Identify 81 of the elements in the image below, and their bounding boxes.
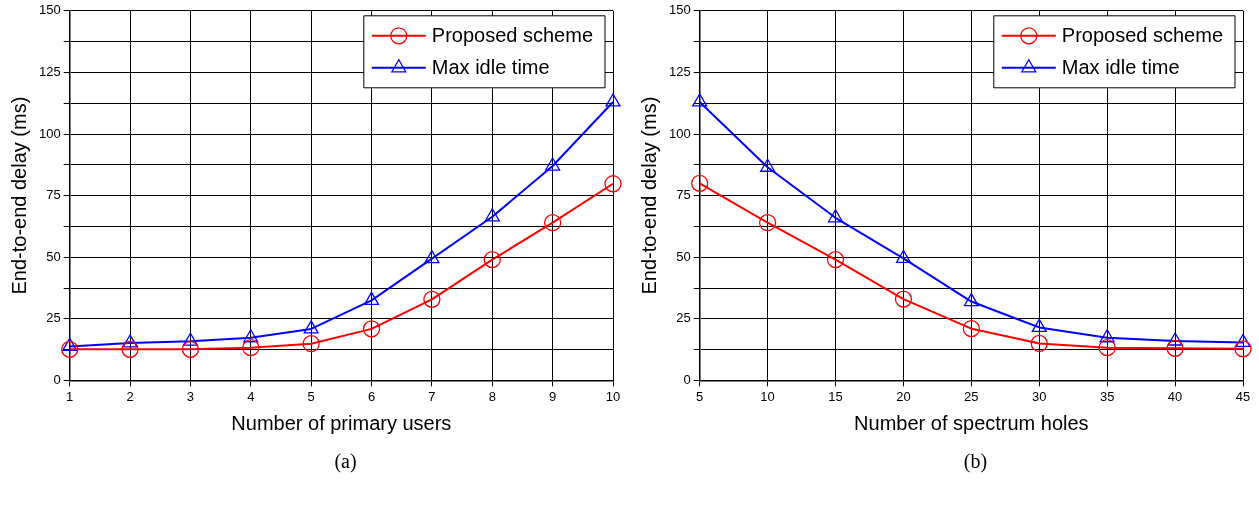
x-tick-label: 45 [1235,388,1251,404]
y-tick-label: 150 [668,2,691,18]
point [691,174,709,192]
legend-label: Max idle time [1061,56,1180,79]
point [181,340,200,358]
y-tick-label: 125 [38,63,61,79]
point [243,329,259,343]
point [605,93,621,107]
y-tick-label: 125 [668,63,691,79]
text: (b) [962,450,988,472]
point [362,320,381,338]
point [121,340,139,358]
y-tick-label: 50 [676,248,691,264]
point [760,158,776,172]
legend-label: Proposed scheme [431,24,593,47]
x-tick-label: 10 [605,388,621,404]
x-tick-label: 9 [549,388,557,404]
x-tick-label: 5 [696,388,704,404]
x-axis-title: Number of primary users [231,411,452,434]
legend-label: Proposed scheme [1061,24,1223,47]
point [1167,332,1183,346]
point [242,338,260,357]
point [423,290,441,308]
x-tick-label: 3 [186,388,195,404]
x-tick-label: 10 [760,388,775,404]
x-tick-label: 1 [66,388,74,404]
y-tick-label: 75 [46,187,61,203]
point [363,291,380,305]
point [1166,339,1184,358]
y-tick-label: 25 [46,310,61,326]
x-tick-label: 6 [367,388,376,404]
point [424,250,440,264]
x-tick-label: 30 [1032,388,1047,404]
point [302,335,320,353]
point [61,340,79,358]
x-tick-label: 4 [247,388,255,404]
x-axis-title: Number of spectrum holes [854,411,1089,434]
legend-label: Max idle time [431,56,550,79]
y-tick-label: 50 [46,248,61,264]
point [483,251,501,269]
y-axis-title: End-to-end delay (ms) [637,96,660,295]
x-tick-label: 20 [896,388,911,404]
point [1235,333,1251,348]
point [543,214,562,232]
y-tick-label: 75 [676,187,691,203]
y-tick-label: 25 [676,310,691,326]
point [545,157,561,171]
x-tick-label: 25 [964,388,979,404]
point [1234,340,1252,358]
x-tick-label: 2 [126,388,134,404]
point [303,320,319,334]
point [692,93,708,107]
point [827,209,844,223]
x-tick-label: 7 [428,388,436,404]
point [1098,338,1116,357]
point [1099,329,1115,343]
point [182,332,198,346]
point [758,214,777,232]
point [962,320,980,338]
y-tick-label: 150 [38,2,61,18]
point [484,208,500,222]
text: (a) [333,450,357,472]
point [1031,318,1047,333]
point [604,175,622,193]
point [62,337,78,352]
point [895,249,912,264]
point [826,251,845,269]
y-tick-label: 0 [53,371,61,387]
y-axis-title: End-to-end delay (ms) [7,96,30,295]
y-tick-label: 0 [683,371,691,387]
y-tick-label: 100 [38,125,61,141]
point [894,290,913,308]
y-tick-label: 100 [668,125,691,141]
x-tick-label: 5 [307,388,315,404]
point [963,292,979,307]
point [1030,334,1048,353]
x-tick-label: 15 [828,388,843,404]
x-tick-label: 8 [488,388,496,404]
point [122,334,138,348]
x-tick-label: 40 [1167,388,1183,404]
x-tick-label: 35 [1099,388,1115,404]
